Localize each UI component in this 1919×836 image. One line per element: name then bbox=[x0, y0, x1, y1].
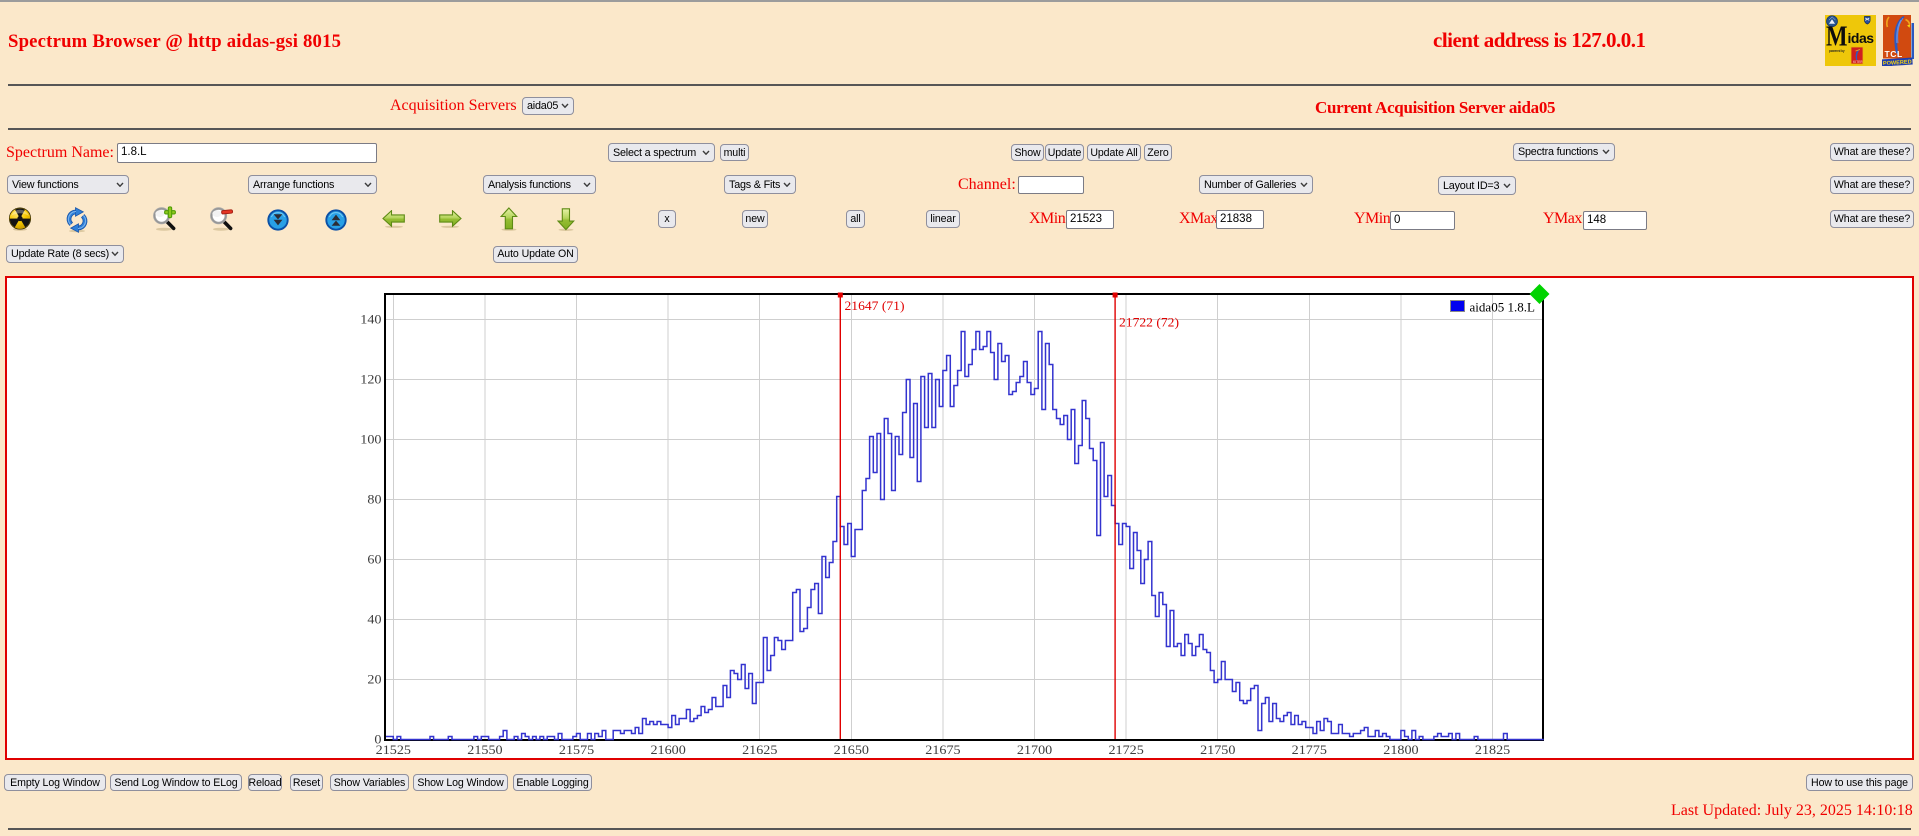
svg-text:21722 (72): 21722 (72) bbox=[1119, 316, 1179, 330]
svg-text:21675: 21675 bbox=[925, 743, 960, 757]
svg-text:21775: 21775 bbox=[1292, 743, 1327, 757]
svg-text:20: 20 bbox=[367, 673, 381, 687]
svg-text:80: 80 bbox=[367, 493, 381, 507]
svg-text:60: 60 bbox=[367, 553, 381, 567]
svg-text:21647 (71): 21647 (71) bbox=[845, 299, 905, 313]
svg-text:21550: 21550 bbox=[467, 743, 502, 757]
svg-text:aida05 1.8.L: aida05 1.8.L bbox=[1470, 301, 1536, 315]
svg-text:21575: 21575 bbox=[559, 743, 594, 757]
svg-text:21725: 21725 bbox=[1109, 743, 1144, 757]
svg-text:100: 100 bbox=[360, 433, 381, 447]
svg-text:21625: 21625 bbox=[742, 743, 777, 757]
svg-text:TCL: TCL bbox=[1885, 49, 1903, 59]
svg-text:21825: 21825 bbox=[1475, 743, 1510, 757]
svg-text:0: 0 bbox=[374, 733, 381, 747]
svg-text:120: 120 bbox=[360, 373, 381, 387]
svg-text:KITER: KITER bbox=[1853, 60, 1863, 64]
svg-text:M: M bbox=[1826, 22, 1848, 53]
svg-text:21600: 21600 bbox=[651, 743, 686, 757]
svg-text:21700: 21700 bbox=[1017, 743, 1052, 757]
svg-text:21525: 21525 bbox=[376, 743, 411, 757]
svg-text:40: 40 bbox=[367, 613, 381, 627]
svg-text:21650: 21650 bbox=[834, 743, 869, 757]
svg-text:21800: 21800 bbox=[1383, 743, 1418, 757]
svg-text:140: 140 bbox=[360, 313, 381, 327]
svg-text:powered by: powered by bbox=[1829, 48, 1845, 53]
svg-text:idas: idas bbox=[1848, 30, 1875, 46]
svg-text:21750: 21750 bbox=[1200, 743, 1235, 757]
svg-text:POWERED: POWERED bbox=[1883, 59, 1912, 66]
